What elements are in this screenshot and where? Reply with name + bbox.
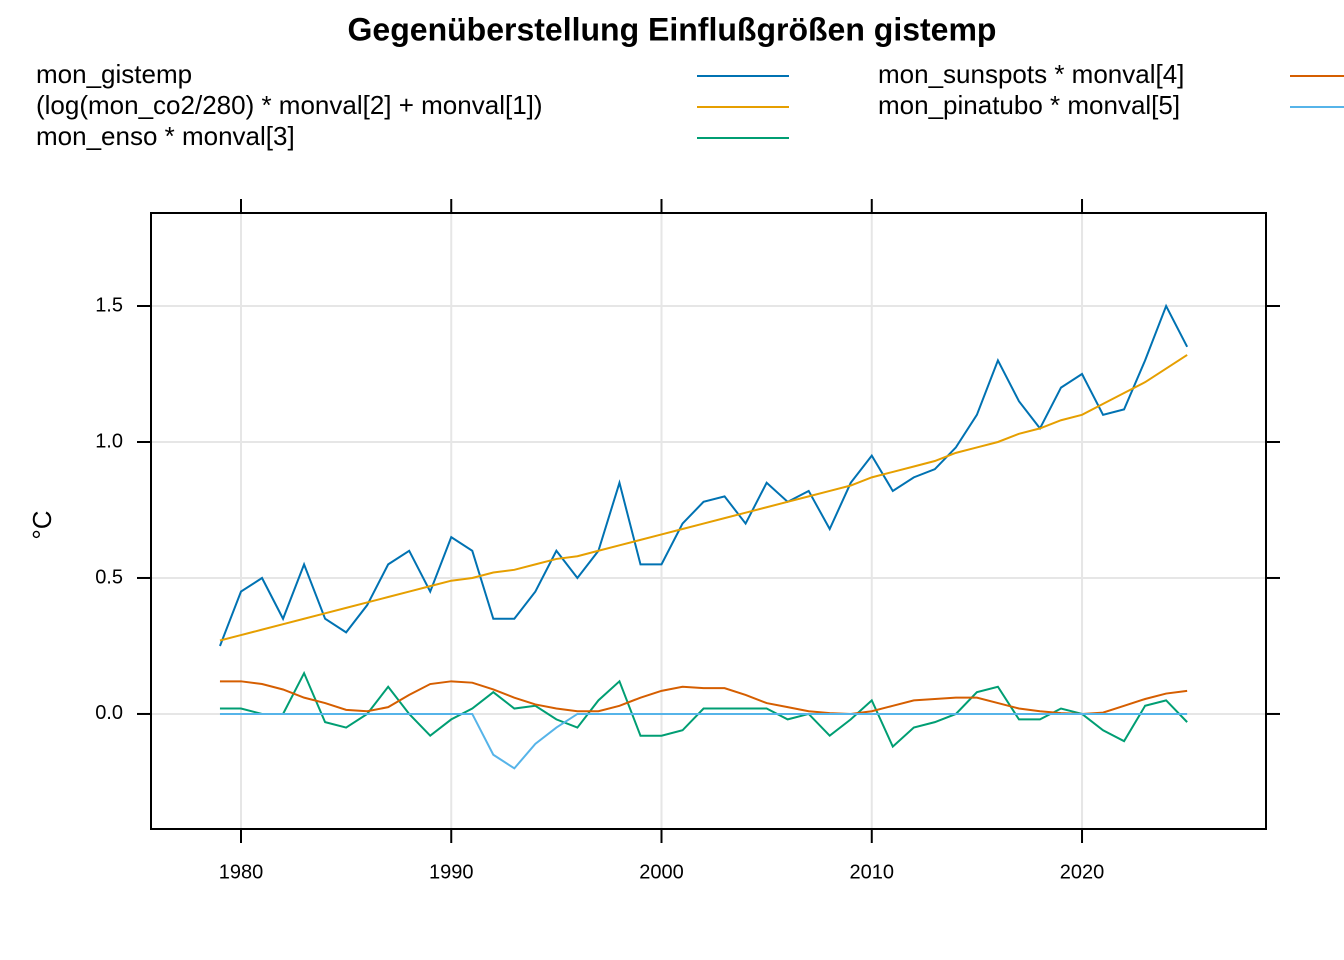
legend-label: mon_enso * monval[3]: [36, 121, 295, 151]
legend-label: mon_pinatubo * monval[5]: [878, 90, 1180, 120]
y-tick-label: 1.0: [95, 430, 123, 452]
chart-title: Gegenüberstellung Einflußgrößen gistemp: [348, 11, 997, 47]
y-tick-label: 1.5: [95, 294, 123, 316]
series-line: [219, 354, 1188, 642]
x-tick-label: 1990: [429, 861, 474, 883]
x-tick-label: 2000: [639, 861, 684, 883]
plot-frame: [150, 212, 1267, 830]
y-tick-label: 0.5: [95, 566, 123, 588]
series-line: [219, 712, 1188, 770]
series-line: [219, 303, 1189, 647]
series-line: [219, 680, 1188, 715]
x-tick-label: 1980: [219, 861, 264, 883]
series-line: [219, 670, 1188, 749]
x-tick-label: 2010: [850, 861, 895, 883]
legend-label: mon_sunspots * monval[4]: [878, 59, 1184, 89]
y-tick-label: 0.0: [95, 702, 123, 724]
legend-label: mon_gistemp: [36, 59, 192, 89]
x-tick-label: 2020: [1060, 861, 1105, 883]
legend-label: (log(mon_co2/280) * monval[2] + monval[1…: [36, 90, 543, 120]
y-axis-label: °C: [27, 510, 57, 539]
